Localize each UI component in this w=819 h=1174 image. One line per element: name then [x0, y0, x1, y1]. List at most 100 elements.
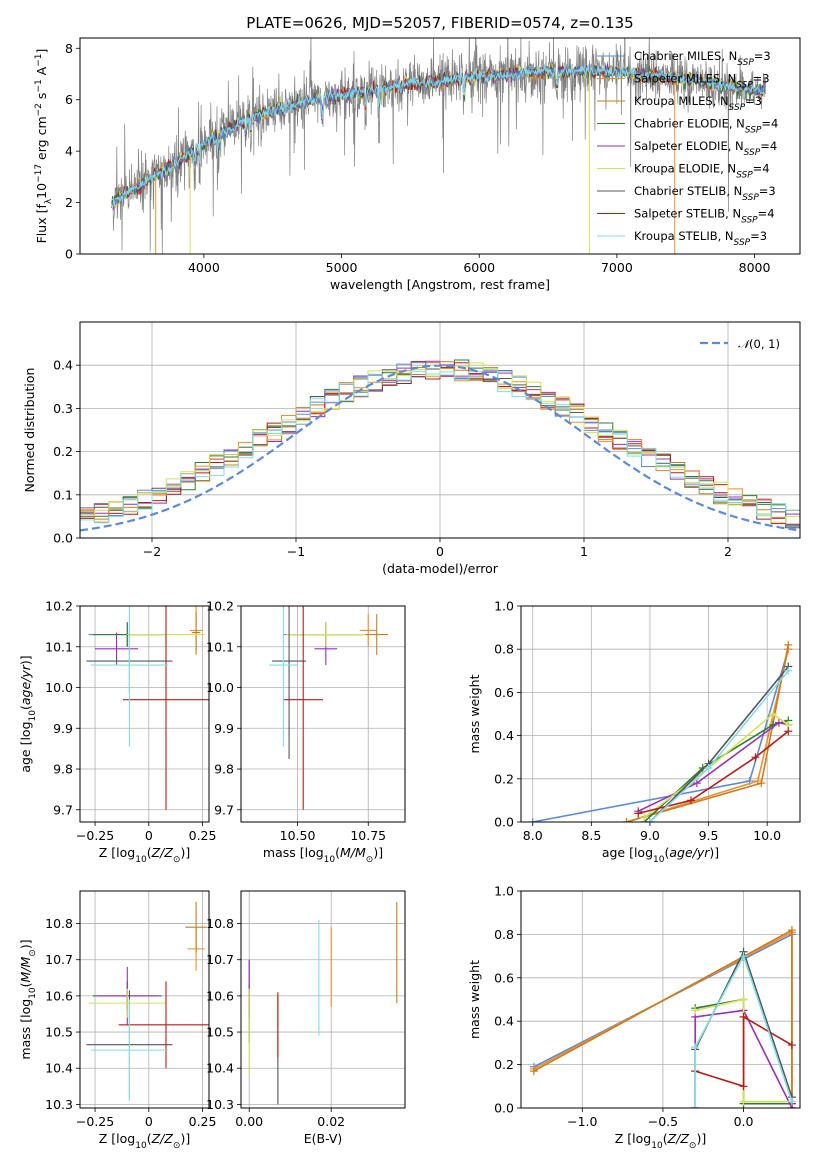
- panel-age_vs_mass: 10.50 10.75 9.7 9.8 9.9 10.0 10.1 10.2 mass [log…: [206, 599, 406, 865]
- y-tick-label: 10.5: [45, 1025, 73, 1040]
- x-tick-label: 9.5: [699, 828, 719, 843]
- y-tick-label: 9.7: [53, 802, 73, 817]
- x-tick-label: 0.25: [189, 1114, 217, 1129]
- y-axis-label: mass weight: [467, 674, 482, 753]
- mass-weight-line-5: [637, 721, 789, 812]
- x-axis-label: Z [log10(Z/Z⊙)]: [99, 1131, 190, 1151]
- plot-area: [529, 926, 796, 1108]
- residual-histogram-9: [80, 369, 800, 538]
- errorbar-6: [286, 622, 366, 647]
- y-tick-label: 10.5: [206, 1025, 234, 1040]
- x-tick-label: 10.0: [753, 828, 781, 843]
- x-axis-label: E(B-V): [304, 1131, 343, 1146]
- x-tick-label: 2: [724, 544, 732, 559]
- plot-area: [528, 640, 793, 822]
- residual-histogram-6: [80, 362, 800, 538]
- plot-area: [86, 901, 209, 1101]
- y-axis-label: mass [log10(M/M⊙)]: [18, 939, 38, 1059]
- y-axis-label: Flux [fλ10−17 erg cm−2 s−1 A−1]: [34, 49, 54, 244]
- x-axis-label: Z [log10(Z/Z⊙)]: [99, 845, 190, 865]
- y-tick-label: 10.6: [45, 988, 73, 1003]
- mass-weight-marker: [751, 753, 760, 762]
- axes-frame: [79, 890, 210, 1109]
- y-tick-label: 4: [65, 144, 73, 159]
- legend-label-5: Salpeter ELODIE, NSSP=4: [634, 139, 777, 158]
- panel-spectrum: 4000 5000 6000 7000 8000 0 2 4 6 8 wavelength [Ang…: [34, 37, 801, 292]
- y-tick-label: 9.8: [53, 762, 73, 777]
- y-tick-label: 9.7: [214, 802, 234, 817]
- y-axis-label: age [log10(age/yr)]: [18, 655, 38, 772]
- y-tick-label: 9.8: [214, 762, 234, 777]
- plot-area: [86, 606, 209, 810]
- y-tick-label: 8: [65, 41, 73, 56]
- mass-weight-marker: [739, 1097, 748, 1106]
- panel-age_vs_Z: −0.25 0 0.25 9.7 9.8 9.9 10.0 10.1 10.2 Z [log10(…: [18, 599, 216, 866]
- x-tick-label: 0: [145, 1114, 153, 1129]
- figure-title: PLATE=0626, MJD=52057, FIBERID=0574, z=0…: [246, 14, 633, 32]
- x-tick-label: 1: [580, 544, 588, 559]
- x-tick-label: 0.00: [235, 1114, 263, 1129]
- y-tick-label: 10.7: [206, 952, 234, 967]
- mass-weight-marker: [704, 764, 713, 772]
- y-tick-label: 0.1: [53, 487, 73, 502]
- y-tick-label: 10.4: [206, 1061, 234, 1076]
- plot-area: [80, 359, 800, 538]
- model-spectrum-9: [111, 63, 766, 207]
- y-axis-label: mass weight: [467, 960, 482, 1039]
- y-tick-label: 0.3: [53, 401, 73, 416]
- mass-weight-marker: [739, 952, 748, 961]
- axes-frame: [240, 605, 406, 823]
- legend-label-1: Chabrier MILES, NSSP=3: [634, 49, 771, 68]
- x-tick-label: 0: [436, 544, 444, 559]
- x-axis-label: Z [log10(Z/Z⊙)]: [615, 1131, 706, 1151]
- axes-frame: [79, 37, 801, 255]
- legend-label-9: Kroupa STELIB, NSSP=3: [634, 229, 767, 248]
- x-tick-label: 7000: [601, 260, 633, 275]
- errorbar-3: [185, 901, 207, 953]
- legend-label-2: Salpeter MILES, NSSP=3: [634, 72, 770, 91]
- mass-weight-marker: [769, 710, 778, 718]
- mass-weight-marker: [787, 926, 796, 935]
- y-tick-label: 9.9: [53, 721, 73, 736]
- x-tick-label: −0.25: [76, 828, 114, 843]
- axes-decoration: −0.25 0 0.25 9.7 9.8 9.9 10.0 10.1 10.2 Z [log10(…: [18, 599, 216, 866]
- axes-decoration: 4000 5000 6000 7000 8000 0 2 4 6 8 wavelength [Ang…: [34, 37, 801, 292]
- y-tick-label: 0.2: [494, 771, 514, 786]
- y-tick-label: 1.0: [494, 884, 514, 899]
- plot-area: [269, 606, 389, 810]
- mass-weight-marker: [787, 1041, 796, 1050]
- legend-label-normal-text: 𝒩(0, 1): [738, 337, 780, 351]
- errorbar-3: [191, 612, 201, 653]
- mass-weight-line-8: [638, 730, 789, 815]
- mass-weight-marker: [787, 1097, 796, 1106]
- y-tick-label: 10.0: [206, 680, 234, 695]
- mass-weight-marker: [691, 1043, 700, 1052]
- axes-frame: [520, 890, 801, 1109]
- y-tick-label: 10.2: [206, 599, 234, 614]
- x-tick-label: 8.5: [581, 828, 601, 843]
- y-tick-label: 0.0: [494, 1101, 514, 1116]
- plot-area: [111, 38, 766, 254]
- y-tick-label: 10.1: [206, 639, 234, 654]
- x-tick-label: −0.5: [648, 1114, 678, 1129]
- y-tick-label: 0.4: [494, 1014, 514, 1029]
- y-tick-label: 0.0: [494, 815, 514, 830]
- y-tick-label: 0.6: [494, 685, 514, 700]
- mass-weight-marker: [774, 718, 783, 727]
- legend-label-4: Chabrier ELODIE, NSSP=4: [634, 117, 778, 136]
- errorbar-8: [283, 606, 323, 810]
- mass-weight-marker: [739, 1082, 748, 1091]
- panel-massweight_vs_Z: −1.0 −0.5 0.0 0.0 0.2 0.4 0.6 0.8 1.0 Z [log10(Z/…: [467, 884, 801, 1151]
- mass-weight-marker: [691, 1104, 700, 1108]
- x-tick-label: −0.25: [76, 1114, 114, 1129]
- y-tick-label: 0.4: [494, 728, 514, 743]
- axes-frame: [79, 605, 210, 823]
- y-tick-label: 2: [65, 195, 73, 210]
- y-tick-label: 0.8: [494, 927, 514, 942]
- errorbar-3: [365, 614, 389, 655]
- mass-weight-marker: [686, 796, 695, 805]
- y-tick-label: 10.2: [45, 599, 73, 614]
- legend-label-3: Kroupa MILES, NSSP=3: [634, 94, 762, 113]
- errorbar-6: [88, 988, 166, 1018]
